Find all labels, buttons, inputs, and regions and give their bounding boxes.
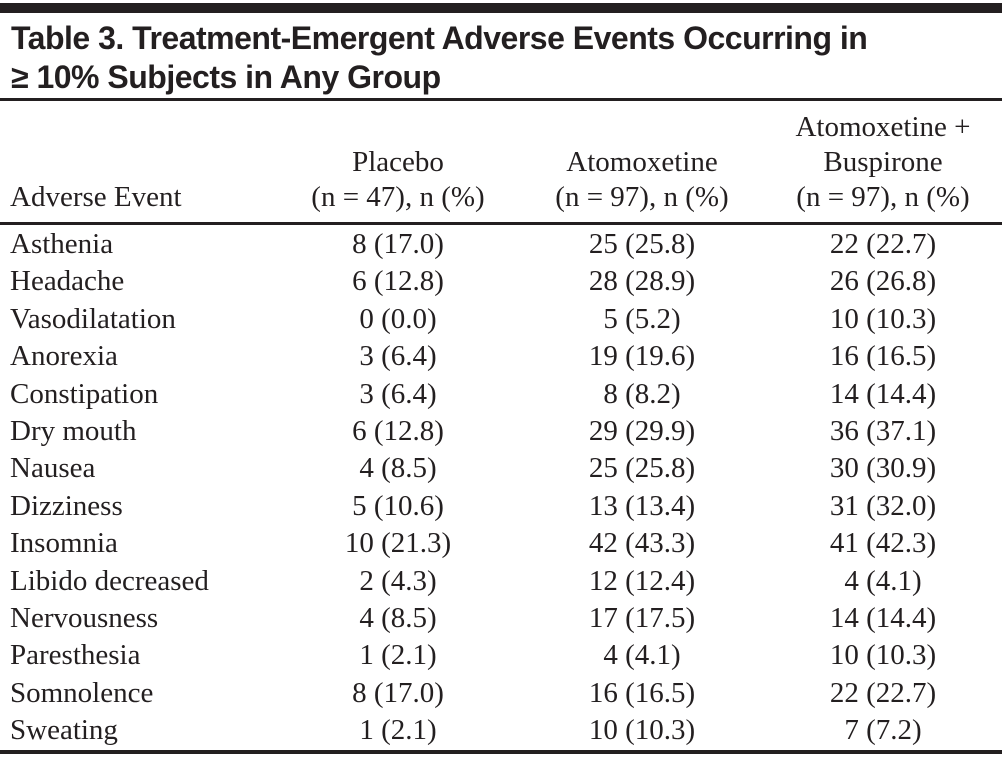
cell-placebo: 5 (10.6) (352, 489, 444, 522)
cell-placebo: 1 (2.1) (359, 639, 437, 672)
cell-atomoxetine-buspirone: 10 (10.3) (829, 302, 937, 335)
cell-atomoxetine: 29 (29.9) (588, 414, 696, 447)
column-header-line: Adverse Event (10, 181, 182, 213)
cell-atomoxetine: 4 (4.1) (603, 639, 681, 672)
cell-atomoxetine-buspirone: 30 (30.9) (829, 452, 937, 485)
cell-atomoxetine: 17 (17.5) (588, 601, 696, 634)
column-header-line: Atomoxetine (566, 146, 718, 178)
cell-atomoxetine-buspirone: 10 (10.3) (829, 639, 937, 672)
cell-event: Insomnia (10, 527, 118, 560)
cell-atomoxetine-buspirone: 14 (14.4) (829, 377, 937, 410)
cell-atomoxetine: 5 (5.2) (603, 302, 681, 335)
cell-atomoxetine-buspirone: 22 (22.7) (829, 228, 937, 260)
cell-placebo: 6 (12.8) (352, 265, 444, 298)
cell-placebo: 8 (17.0) (352, 676, 444, 709)
table-row: Asthenia 8 (17.0) 25 (25.8) 22 (22.7) (10, 226, 998, 263)
cell-atomoxetine-buspirone: 7 (7.2) (844, 714, 922, 747)
table-title: Table 3. Treatment-Emergent Adverse Even… (11, 19, 992, 97)
cell-atomoxetine: 8 (8.2) (603, 377, 681, 410)
column-header-line: Buspirone (823, 146, 943, 178)
cell-atomoxetine: 28 (28.9) (588, 265, 696, 298)
cell-atomoxetine-buspirone: 26 (26.8) (829, 265, 937, 298)
cell-placebo: 6 (12.8) (352, 414, 444, 447)
cell-event: Paresthesia (10, 639, 141, 672)
cell-placebo: 1 (2.1) (359, 714, 437, 747)
cell-event: Dry mouth (10, 414, 137, 447)
column-header-line: (n = 97), n (%) (796, 181, 970, 213)
cell-placebo: 8 (17.0) (352, 228, 444, 260)
cell-placebo: 3 (6.4) (359, 377, 437, 410)
table-row: Vasodilatation 0 (0.0) 5 (5.2) 10 (10.3) (10, 301, 998, 338)
cell-event: Anorexia (10, 340, 118, 373)
cell-atomoxetine-buspirone: 4 (4.1) (844, 564, 922, 597)
table-title-line-2: ≥ 10% Subjects in Any Group (11, 59, 441, 95)
table-body: Asthenia 8 (17.0) 25 (25.8) 22 (22.7) Headac… (10, 226, 998, 749)
column-header-atomoxetine-buspirone: Atomoxetine + Buspirone (n = 97), n (%) (768, 110, 998, 220)
cell-event: Nausea (10, 452, 96, 485)
cell-atomoxetine-buspirone: 14 (14.4) (829, 601, 937, 634)
column-header-placebo: Placebo (n = 47), n (%) (280, 145, 516, 220)
cell-event: Asthenia (10, 228, 114, 260)
cell-event: Libido decreased (10, 564, 209, 597)
cell-atomoxetine: 19 (19.6) (588, 340, 696, 373)
cell-atomoxetine: 42 (43.3) (588, 527, 696, 560)
table-row: Nervousness 4 (8.5) 17 (17.5) 14 (14.4) (10, 600, 998, 637)
column-header-line: (n = 97), n (%) (555, 181, 729, 213)
cell-event: Vasodilatation (10, 302, 176, 335)
cell-placebo: 2 (4.3) (359, 564, 437, 597)
column-header-atomoxetine: Atomoxetine (n = 97), n (%) (516, 145, 768, 220)
table-row: Nausea 4 (8.5) 25 (25.8) 30 (30.9) (10, 450, 998, 487)
cell-placebo: 4 (8.5) (359, 452, 437, 485)
table-row: Paresthesia 1 (2.1) 4 (4.1) 10 (10.3) (10, 637, 998, 674)
table-row: Insomnia 10 (21.3) 42 (43.3) 41 (42.3) (10, 525, 998, 562)
header-rule (0, 222, 1002, 225)
cell-atomoxetine: 25 (25.8) (588, 452, 696, 485)
table-row: Sweating 1 (2.1) 10 (10.3) 7 (7.2) (10, 712, 998, 749)
cell-placebo: 10 (21.3) (344, 527, 452, 560)
cell-event: Sweating (10, 714, 118, 747)
column-header-line: Atomoxetine + (795, 111, 971, 143)
table-title-line-1: Table 3. Treatment-Emergent Adverse Even… (11, 20, 868, 56)
cell-atomoxetine: 12 (12.4) (588, 564, 696, 597)
cell-atomoxetine: 10 (10.3) (588, 714, 696, 747)
cell-event: Nervousness (10, 601, 159, 634)
cell-atomoxetine-buspirone: 31 (32.0) (829, 489, 937, 522)
column-header-line: Placebo (352, 146, 444, 178)
table-row: Dry mouth 6 (12.8) 29 (29.9) 36 (37.1) (10, 413, 998, 450)
table-row: Dizziness 5 (10.6) 13 (13.4) 31 (32.0) (10, 488, 998, 525)
table-row: Libido decreased 2 (4.3) 12 (12.4) 4 (4.1) (10, 563, 998, 600)
title-rule (0, 98, 1002, 101)
bottom-rule (0, 750, 1002, 754)
top-accent-bar (0, 3, 1002, 13)
cell-event: Dizziness (10, 489, 123, 522)
table-row: Headache 6 (12.8) 28 (28.9) 26 (26.8) (10, 263, 998, 300)
cell-atomoxetine: 13 (13.4) (588, 489, 696, 522)
cell-placebo: 4 (8.5) (359, 601, 437, 634)
column-header-line: (n = 47), n (%) (311, 181, 485, 213)
cell-atomoxetine-buspirone: 36 (37.1) (829, 414, 937, 447)
column-header-event: Adverse Event (10, 180, 280, 220)
cell-atomoxetine-buspirone: 41 (42.3) (829, 527, 937, 560)
cell-placebo: 0 (0.0) (359, 302, 437, 335)
table-row: Somnolence 8 (17.0) 16 (16.5) 22 (22.7) (10, 675, 998, 712)
table-row: Anorexia 3 (6.4) 19 (19.6) 16 (16.5) (10, 338, 998, 375)
cell-event: Headache (10, 265, 125, 298)
cell-event: Somnolence (10, 676, 154, 709)
cell-atomoxetine-buspirone: 22 (22.7) (829, 676, 937, 709)
cell-atomoxetine-buspirone: 16 (16.5) (829, 340, 937, 373)
cell-placebo: 3 (6.4) (359, 340, 437, 373)
cell-atomoxetine: 25 (25.8) (588, 228, 696, 260)
table-row: Constipation 3 (6.4) 8 (8.2) 14 (14.4) (10, 376, 998, 413)
cell-event: Constipation (10, 377, 159, 410)
table-header-row: Adverse Event Placebo (n = 47), n (%) Atomo… (10, 110, 998, 220)
cell-atomoxetine: 16 (16.5) (588, 676, 696, 709)
